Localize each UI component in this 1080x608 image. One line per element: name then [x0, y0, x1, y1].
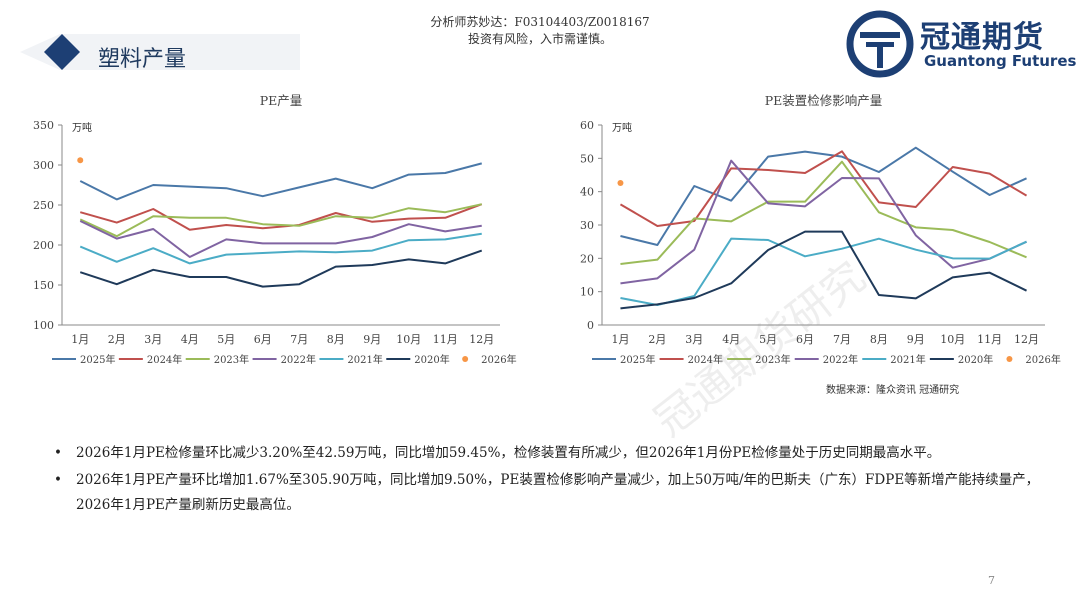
legend-label: 2024年: [688, 353, 723, 366]
series-line: [620, 230, 1027, 310]
series-line: [619, 150, 1028, 227]
x-tick-label: 12月: [469, 333, 494, 346]
x-tick-label: 4月: [722, 333, 740, 346]
series-line: [620, 159, 1027, 285]
x-tick-label: 3月: [685, 333, 703, 346]
legend-label: 2025年: [80, 353, 115, 366]
y-tick-label: 40: [580, 186, 594, 199]
bullet-icon: •: [54, 472, 62, 488]
legend-label: 2020年: [958, 353, 993, 366]
x-tick-label: 12月: [1014, 333, 1039, 346]
y-axis-unit: 万吨: [612, 121, 632, 134]
x-tick-label: 8月: [327, 333, 345, 346]
y-tick-label: 150: [33, 279, 54, 292]
series-line: [79, 203, 482, 238]
legend-label: 2021年: [347, 353, 382, 366]
bullet-text: 2026年1月PE检修量环比减少3.20%至42.59万吨，同比增加59.45%…: [76, 445, 941, 461]
pe-maintenance-chart: PE装置检修影响产量 0 10 20 30 40 50 60 万吨 1月 2月 3月 4月 5月 6月 7月 8…: [580, 93, 1061, 366]
y-tick-label: 300: [33, 159, 54, 172]
bullet-item: • 2026年1月PE检修量环比减少3.20%至42.59万吨，同比增加59.4…: [52, 441, 1052, 466]
x-tick-label: 6月: [254, 333, 272, 346]
series-line: [620, 160, 1027, 265]
x-tick-label: 3月: [144, 333, 162, 346]
logo-text-en: Guantong Futures: [924, 52, 1077, 70]
diamond-icon: [44, 34, 80, 70]
legend-marker: [1006, 356, 1013, 362]
legend-label: 2024年: [147, 353, 182, 366]
x-tick-label: 8月: [870, 333, 888, 346]
y-tick-label: 350: [33, 119, 54, 132]
y-tick-label: 250: [33, 199, 54, 212]
x-tick-label: 11月: [977, 333, 1002, 346]
x-tick-label: 1月: [71, 333, 89, 346]
series-line: [79, 162, 483, 201]
y-axis-unit: 万吨: [72, 121, 92, 134]
y-tick-label: 200: [33, 239, 54, 252]
pe-output-chart: PE产量 100 150 200 250 300 350 万吨 1月 2月 3月 4月 5月 6月 7月 8月…: [33, 93, 517, 366]
legend-label: 2021年: [890, 353, 925, 366]
x-tick-label: 11月: [433, 333, 458, 346]
y-tick-label: 20: [580, 252, 594, 265]
legend-label: 2022年: [281, 353, 316, 366]
x-tick-label: 9月: [907, 333, 925, 346]
legend-label: 2026年: [1025, 353, 1060, 366]
risk-disclaimer: 投资有风险，入市需谨慎。: [467, 32, 612, 46]
bullet-text: 2026年1月PE产量环比增加1.67%至305.90万吨，同比增加9.50%，…: [76, 472, 1040, 513]
logo-text-cn: 冠通期货: [920, 20, 1044, 55]
bullet-list: • 2026年1月PE检修量环比减少3.20%至42.59万吨，同比增加59.4…: [52, 441, 1052, 520]
series-line: [79, 220, 482, 258]
company-logo-icon: [846, 10, 914, 78]
data-point: [617, 180, 624, 187]
x-tick-label: 7月: [833, 333, 851, 346]
legend-label: 2020年: [414, 353, 449, 366]
legend-label: 2023年: [214, 353, 249, 366]
data-point: [77, 157, 84, 164]
legend-marker: [462, 356, 469, 362]
x-tick-label: 10月: [396, 333, 421, 346]
x-tick-label: 5月: [217, 333, 235, 346]
legend-label: 2022年: [823, 353, 858, 366]
analyst-info: 分析师苏妙达：F03104403/Z0018167: [430, 15, 650, 29]
legend-label: 2026年: [481, 353, 516, 366]
chart-title: PE产量: [260, 93, 303, 108]
y-tick-label: 50: [580, 152, 594, 165]
series-line: [620, 237, 1027, 306]
x-tick-label: 7月: [290, 333, 308, 346]
title-decoration: [20, 34, 300, 70]
y-tick-label: 100: [33, 319, 54, 332]
page-title: 塑料产量: [98, 47, 187, 72]
bullet-icon: •: [54, 445, 62, 461]
x-tick-label: 2月: [108, 333, 126, 346]
series-line: [79, 232, 482, 265]
y-tick-label: 60: [580, 119, 594, 132]
x-tick-label: 6月: [796, 333, 814, 346]
x-tick-label: 1月: [611, 333, 629, 346]
bullet-item: • 2026年1月PE产量环比增加1.67%至305.90万吨，同比增加9.50…: [52, 468, 1052, 518]
x-tick-label: 5月: [759, 333, 777, 346]
x-tick-label: 4月: [181, 333, 199, 346]
series-line: [79, 249, 483, 288]
y-tick-label: 30: [580, 219, 594, 232]
x-tick-label: 9月: [363, 333, 381, 346]
x-tick-label: 2月: [648, 333, 666, 346]
legend-label: 2025年: [620, 353, 655, 366]
series-line: [79, 203, 483, 231]
page-number: 7: [988, 574, 995, 587]
x-tick-label: 10月: [940, 333, 965, 346]
chart-title: PE装置检修影响产量: [765, 93, 883, 108]
legend-label: 2023年: [755, 353, 790, 366]
data-source: 数据来源：隆众资讯 冠通研究: [826, 385, 960, 396]
series-line: [620, 146, 1027, 246]
y-tick-label: 0: [587, 319, 594, 332]
y-tick-label: 10: [580, 286, 594, 299]
